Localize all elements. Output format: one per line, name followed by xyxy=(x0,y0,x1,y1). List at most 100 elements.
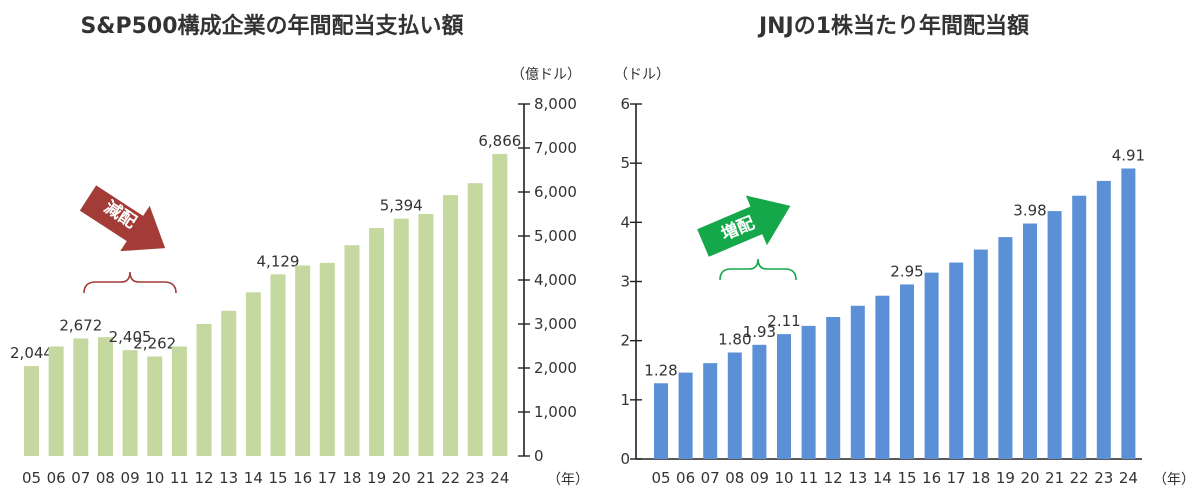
x-tick-label: 23 xyxy=(466,469,485,487)
bar xyxy=(949,262,964,459)
y-tick-label: 3 xyxy=(620,273,630,291)
y-tick-label: 2,000 xyxy=(534,359,577,377)
bar xyxy=(196,324,212,456)
x-tick-label: 19 xyxy=(996,469,1015,487)
bar xyxy=(492,153,508,456)
x-tick-label: 14 xyxy=(244,469,263,487)
y-tick-label: 4 xyxy=(620,213,630,231)
bar xyxy=(1072,195,1087,460)
up-arrow-shape xyxy=(697,195,791,257)
x-tick-label: 24 xyxy=(490,469,509,487)
x-tick-label: 12 xyxy=(195,469,214,487)
bar xyxy=(295,265,311,456)
x-tick-label: 08 xyxy=(725,469,744,487)
y-tick-label: 5,000 xyxy=(534,227,577,245)
x-tick-label: 06 xyxy=(47,469,66,487)
data-label: 1.80 xyxy=(718,331,751,349)
y-tick-label: 8,000 xyxy=(534,95,577,113)
x-tick-label: 13 xyxy=(848,469,867,487)
bar xyxy=(924,272,939,459)
bar xyxy=(875,295,890,459)
bar xyxy=(1047,211,1062,459)
x-tick-label: 07 xyxy=(71,469,90,487)
bar xyxy=(245,292,261,456)
x-tick-label: 06 xyxy=(676,469,695,487)
data-label: 1.28 xyxy=(644,361,677,379)
bar xyxy=(826,317,841,459)
bar xyxy=(850,305,865,459)
data-label: 4.91 xyxy=(1112,146,1145,164)
bar xyxy=(270,274,286,456)
bar xyxy=(801,325,816,459)
x-tick-label: 09 xyxy=(750,469,769,487)
y-unit-label: （億ドル） xyxy=(511,67,581,83)
x-tick-label: 18 xyxy=(971,469,990,487)
chart-title: JNJの1株当たり年間配当額 xyxy=(757,13,1029,39)
bar xyxy=(678,372,693,459)
bar xyxy=(147,356,163,456)
data-label: 5,394 xyxy=(380,197,423,215)
x-unit-label: （年） xyxy=(1153,472,1195,488)
data-label: 2.95 xyxy=(890,262,923,280)
data-label: 6,866 xyxy=(478,132,521,150)
bar xyxy=(654,383,668,459)
y-tick-label: 2 xyxy=(620,332,630,350)
bar xyxy=(752,344,767,459)
x-tick-label: 08 xyxy=(96,469,115,487)
bar xyxy=(998,237,1013,459)
x-tick-label: 21 xyxy=(416,469,435,487)
bar xyxy=(221,310,237,456)
data-label: 1.93 xyxy=(743,323,776,341)
bar xyxy=(703,363,718,459)
bar xyxy=(48,346,64,456)
data-label: 2,405 xyxy=(109,328,152,346)
bar xyxy=(344,245,360,456)
bar xyxy=(1121,168,1136,459)
x-tick-label: 17 xyxy=(947,469,966,487)
x-tick-label: 16 xyxy=(922,469,941,487)
bar xyxy=(319,262,335,456)
y-tick-label: 6,000 xyxy=(534,183,577,201)
bar xyxy=(777,334,791,459)
bar xyxy=(443,195,459,456)
x-tick-label: 20 xyxy=(392,469,411,487)
x-tick-label: 09 xyxy=(121,469,140,487)
arrow-annotation: 増配 xyxy=(697,195,791,257)
x-tick-label: 07 xyxy=(701,469,720,487)
y-tick-label: 0 xyxy=(620,450,630,468)
y-unit-label: （ドル） xyxy=(614,67,670,83)
bar xyxy=(1023,223,1037,459)
bar xyxy=(393,218,409,456)
bar xyxy=(171,346,187,456)
y-tick-label: 6 xyxy=(620,95,630,113)
y-tick-label: 4,000 xyxy=(534,271,577,289)
bar xyxy=(24,366,39,456)
x-unit-label: （年） xyxy=(547,472,589,488)
x-tick-label: 05 xyxy=(651,469,670,487)
bar xyxy=(727,352,742,459)
data-label: 4,129 xyxy=(257,252,300,270)
bar xyxy=(900,284,914,459)
x-tick-label: 19 xyxy=(367,469,386,487)
y-tick-label: 1 xyxy=(620,391,630,409)
bar xyxy=(369,228,385,456)
bar xyxy=(973,249,988,459)
arrow-annotation: 減配 xyxy=(79,185,166,252)
bar xyxy=(1096,180,1111,459)
down-arrow-shape xyxy=(79,185,166,252)
data-label: 2,672 xyxy=(59,316,102,334)
x-tick-label: 21 xyxy=(1045,469,1064,487)
sp500-dividend-chart: S&P500構成企業の年間配当支払い額 （億ドル） （年） 減配 0 1,000 2… xyxy=(10,13,589,488)
y-tick-label: 0 xyxy=(534,447,544,465)
x-tick-label: 05 xyxy=(22,469,41,487)
x-tick-label: 13 xyxy=(219,469,238,487)
data-label: 3.98 xyxy=(1013,202,1046,220)
data-label: 2.11 xyxy=(767,312,800,330)
x-tick-label: 16 xyxy=(293,469,312,487)
x-tick-label: 10 xyxy=(774,469,793,487)
bar xyxy=(97,337,113,456)
y-tick-label: 3,000 xyxy=(534,315,577,333)
x-tick-label: 15 xyxy=(268,469,287,487)
bar xyxy=(467,183,483,456)
x-tick-label: 23 xyxy=(1094,469,1113,487)
